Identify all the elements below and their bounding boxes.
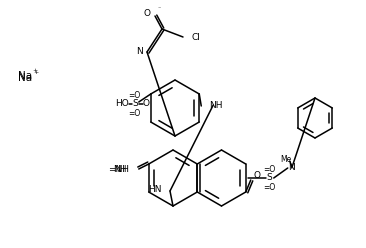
Text: =O: =O [264, 164, 276, 174]
Text: Cl: Cl [191, 32, 200, 41]
Text: S: S [267, 174, 273, 183]
Text: NH: NH [113, 164, 127, 174]
Text: O: O [143, 9, 150, 19]
Text: NH: NH [209, 100, 223, 110]
Text: =NH: =NH [108, 164, 129, 174]
Text: N: N [136, 48, 143, 57]
Text: +: + [32, 67, 37, 72]
Text: Na: Na [18, 73, 32, 83]
Text: =O: =O [264, 183, 276, 191]
Text: HO: HO [115, 99, 128, 109]
Text: ⁻: ⁻ [158, 7, 161, 12]
Text: N: N [288, 163, 295, 173]
Text: Na: Na [18, 71, 32, 81]
Text: O: O [254, 172, 261, 181]
Text: S: S [132, 99, 138, 109]
Text: +: + [33, 69, 38, 74]
Text: O: O [142, 99, 149, 109]
Text: HN: HN [149, 186, 162, 194]
Text: =O: =O [128, 109, 141, 118]
Text: =O: =O [128, 91, 141, 99]
Text: Me: Me [280, 155, 291, 163]
